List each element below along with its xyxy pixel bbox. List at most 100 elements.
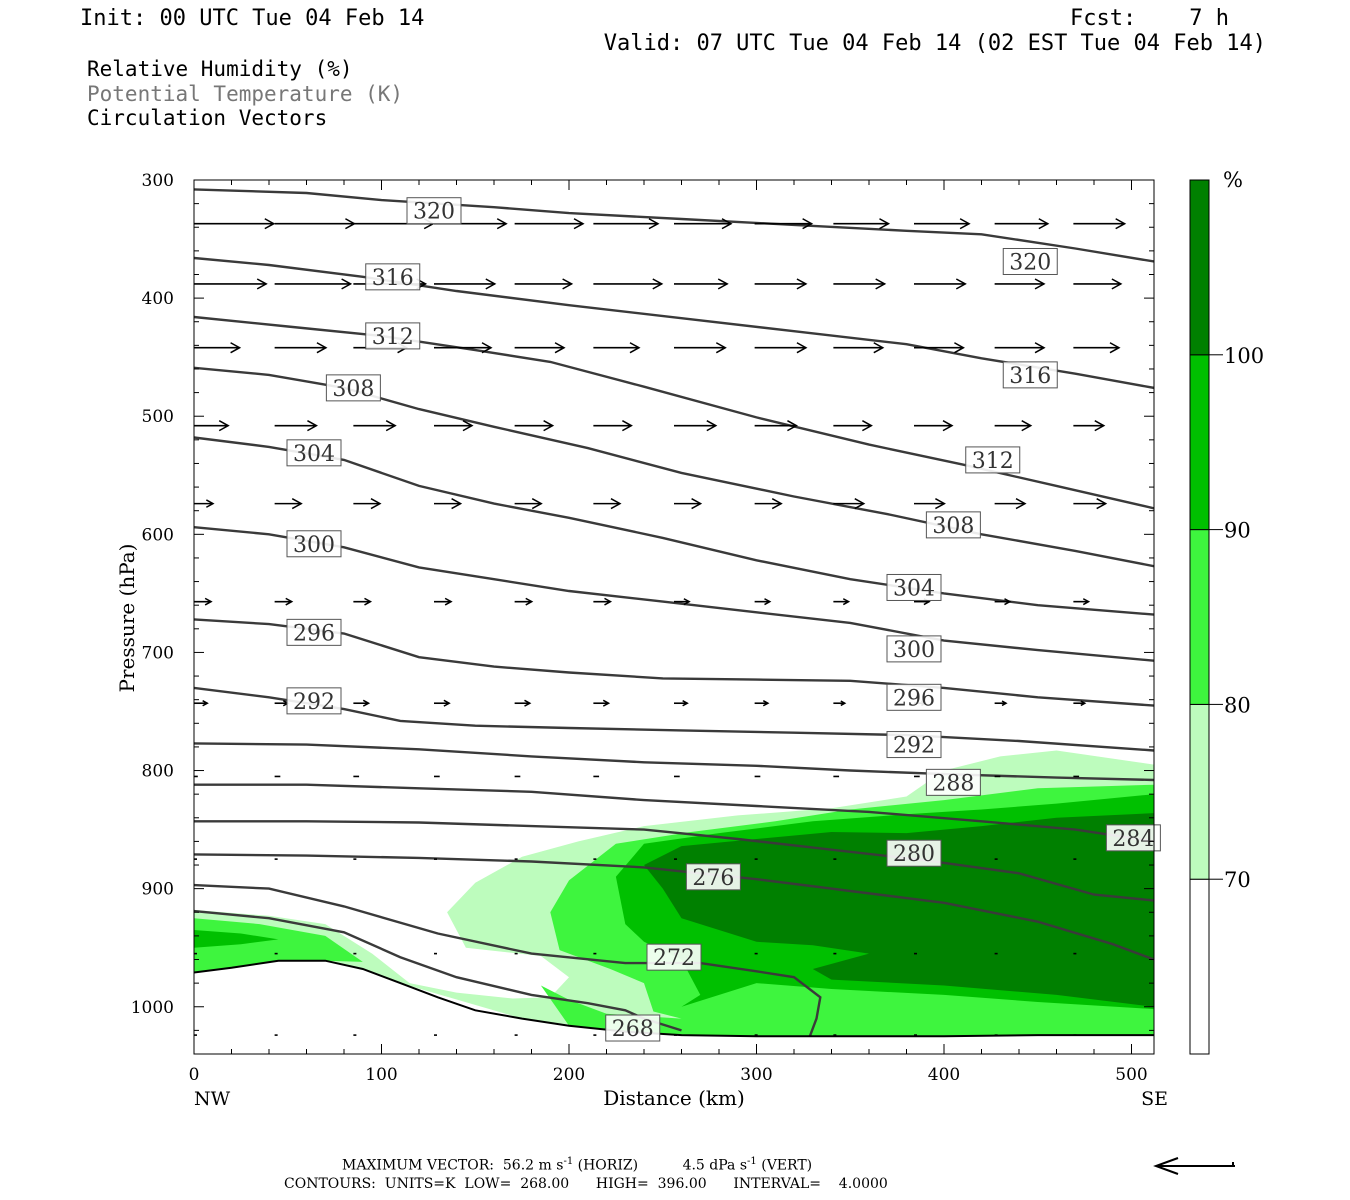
terrain-layer <box>194 959 1154 1054</box>
circulation-vector <box>914 342 965 354</box>
contour-label-text: 316 <box>372 266 414 291</box>
vector-head <box>496 218 508 230</box>
vector-head <box>840 700 847 707</box>
theta-contour-280 <box>194 820 1154 902</box>
contour-label-text: 312 <box>972 449 1014 474</box>
contour-label-272: 272 <box>646 943 702 971</box>
init-time: Init: 00 UTC Tue 04 Feb 14 <box>80 6 425 31</box>
circulation-vector <box>593 420 633 432</box>
vector-head <box>955 278 967 290</box>
vector-head <box>1082 598 1091 606</box>
x-left-label-nw: NW <box>194 1088 231 1110</box>
contour-label-box <box>886 683 942 711</box>
y-tick-label: 800 <box>142 762 174 782</box>
circulation-vector <box>194 499 215 508</box>
vector-head <box>715 342 727 354</box>
vector-head <box>291 498 303 510</box>
circulation-vector <box>754 420 798 432</box>
vector-head <box>706 420 718 432</box>
circulation-vector <box>514 342 566 354</box>
contour-label-308: 308 <box>925 511 981 539</box>
footer-contours: CONTOURS: UNITS=K LOW= 268.00 HIGH= 396.… <box>284 1176 888 1192</box>
contour-label-text: 304 <box>293 442 335 467</box>
vector-head <box>462 420 474 432</box>
vector-head <box>1004 598 1012 606</box>
vector-head <box>1111 278 1123 290</box>
circulation-vector <box>754 342 808 354</box>
vector-head <box>264 218 276 230</box>
contour-label-300: 300 <box>886 635 942 663</box>
circulation-vector <box>674 700 689 707</box>
circulation-vector <box>434 597 453 606</box>
contour-label-box <box>365 263 421 291</box>
circulation-vector <box>514 597 534 606</box>
vector-head <box>1038 218 1050 230</box>
vector-head <box>370 498 382 510</box>
x-axis-title: Distance (km) <box>603 1086 745 1110</box>
contour-label-text: 292 <box>893 734 935 759</box>
vector-head <box>604 597 613 606</box>
vector-head <box>362 699 371 707</box>
contour-label-text: 320 <box>1009 250 1051 275</box>
contour-label-300: 300 <box>286 530 342 558</box>
vector-head <box>1094 420 1106 432</box>
vector-head <box>762 700 770 707</box>
vector-head <box>1034 278 1046 290</box>
contour-label-296: 296 <box>886 683 942 711</box>
circulation-vector <box>833 342 885 354</box>
vector-head <box>796 278 808 290</box>
contour-label-text: 320 <box>413 200 455 225</box>
vector-head <box>543 420 555 432</box>
circulation-vector <box>674 420 718 432</box>
circulation-vector <box>833 700 847 707</box>
circulation-vector <box>514 699 532 707</box>
colorbar-segment <box>1189 703 1210 880</box>
vector-head <box>525 597 534 606</box>
contour-label-text: 296 <box>893 686 935 711</box>
terrain-fill <box>194 960 1154 1054</box>
contour-label-box <box>886 731 942 759</box>
vector-head <box>1080 700 1087 707</box>
circulation-vector <box>674 218 733 230</box>
circulation-vector <box>194 420 230 432</box>
contour-label-box <box>1002 361 1058 389</box>
contour-label-text: 288 <box>932 771 974 796</box>
contour-label-box <box>286 618 342 646</box>
circulation-vector <box>833 278 887 290</box>
footer-max-vector: MAXIMUM VECTOR: 56.2 m s-1 (HORIZ) 4.5 d… <box>342 1156 813 1174</box>
y-tick-label: 900 <box>142 880 174 900</box>
contour-label-box <box>286 687 342 715</box>
vector-head <box>218 420 230 432</box>
y-tick-label: 400 <box>142 289 174 309</box>
contour-label-296: 296 <box>286 618 342 646</box>
vector-head <box>385 420 397 432</box>
vector-head <box>316 342 328 354</box>
circulation-vector <box>1073 218 1127 230</box>
vector-head <box>682 700 689 707</box>
vector-head <box>1115 218 1127 230</box>
vector-head <box>935 498 946 510</box>
theta-contour-276 <box>194 853 1154 961</box>
axis-layer: 300 400 500 600 700 800 900 1000 0 100 200 300 400 50… <box>131 171 1154 1085</box>
colorbar-unit: % <box>1223 168 1243 192</box>
contour-label-layer: 320 320 316 316 312 312 308 308 304 304 300 300 296 2… <box>286 197 1161 1042</box>
vector-head <box>875 278 887 290</box>
contour-label-text: 292 <box>293 690 335 715</box>
contour-label-box <box>1105 824 1161 852</box>
circulation-vector <box>994 420 1033 432</box>
contour-label-308: 308 <box>325 374 381 402</box>
contour-label-text: 284 <box>1112 827 1154 852</box>
vector-head <box>256 278 268 290</box>
circulation-vector <box>353 498 382 510</box>
circulation-vector <box>994 278 1046 290</box>
vector-head <box>942 420 954 432</box>
x-tick-label: 0 <box>189 1065 200 1085</box>
contour-label-268: 268 <box>605 1014 661 1042</box>
circulation-vector <box>593 278 664 290</box>
x-tick-label: 500 <box>1115 1065 1147 1085</box>
contour-label-text: 300 <box>293 533 335 558</box>
vector-head <box>1015 498 1027 510</box>
vector-head <box>602 699 611 707</box>
vector-head <box>629 342 641 354</box>
